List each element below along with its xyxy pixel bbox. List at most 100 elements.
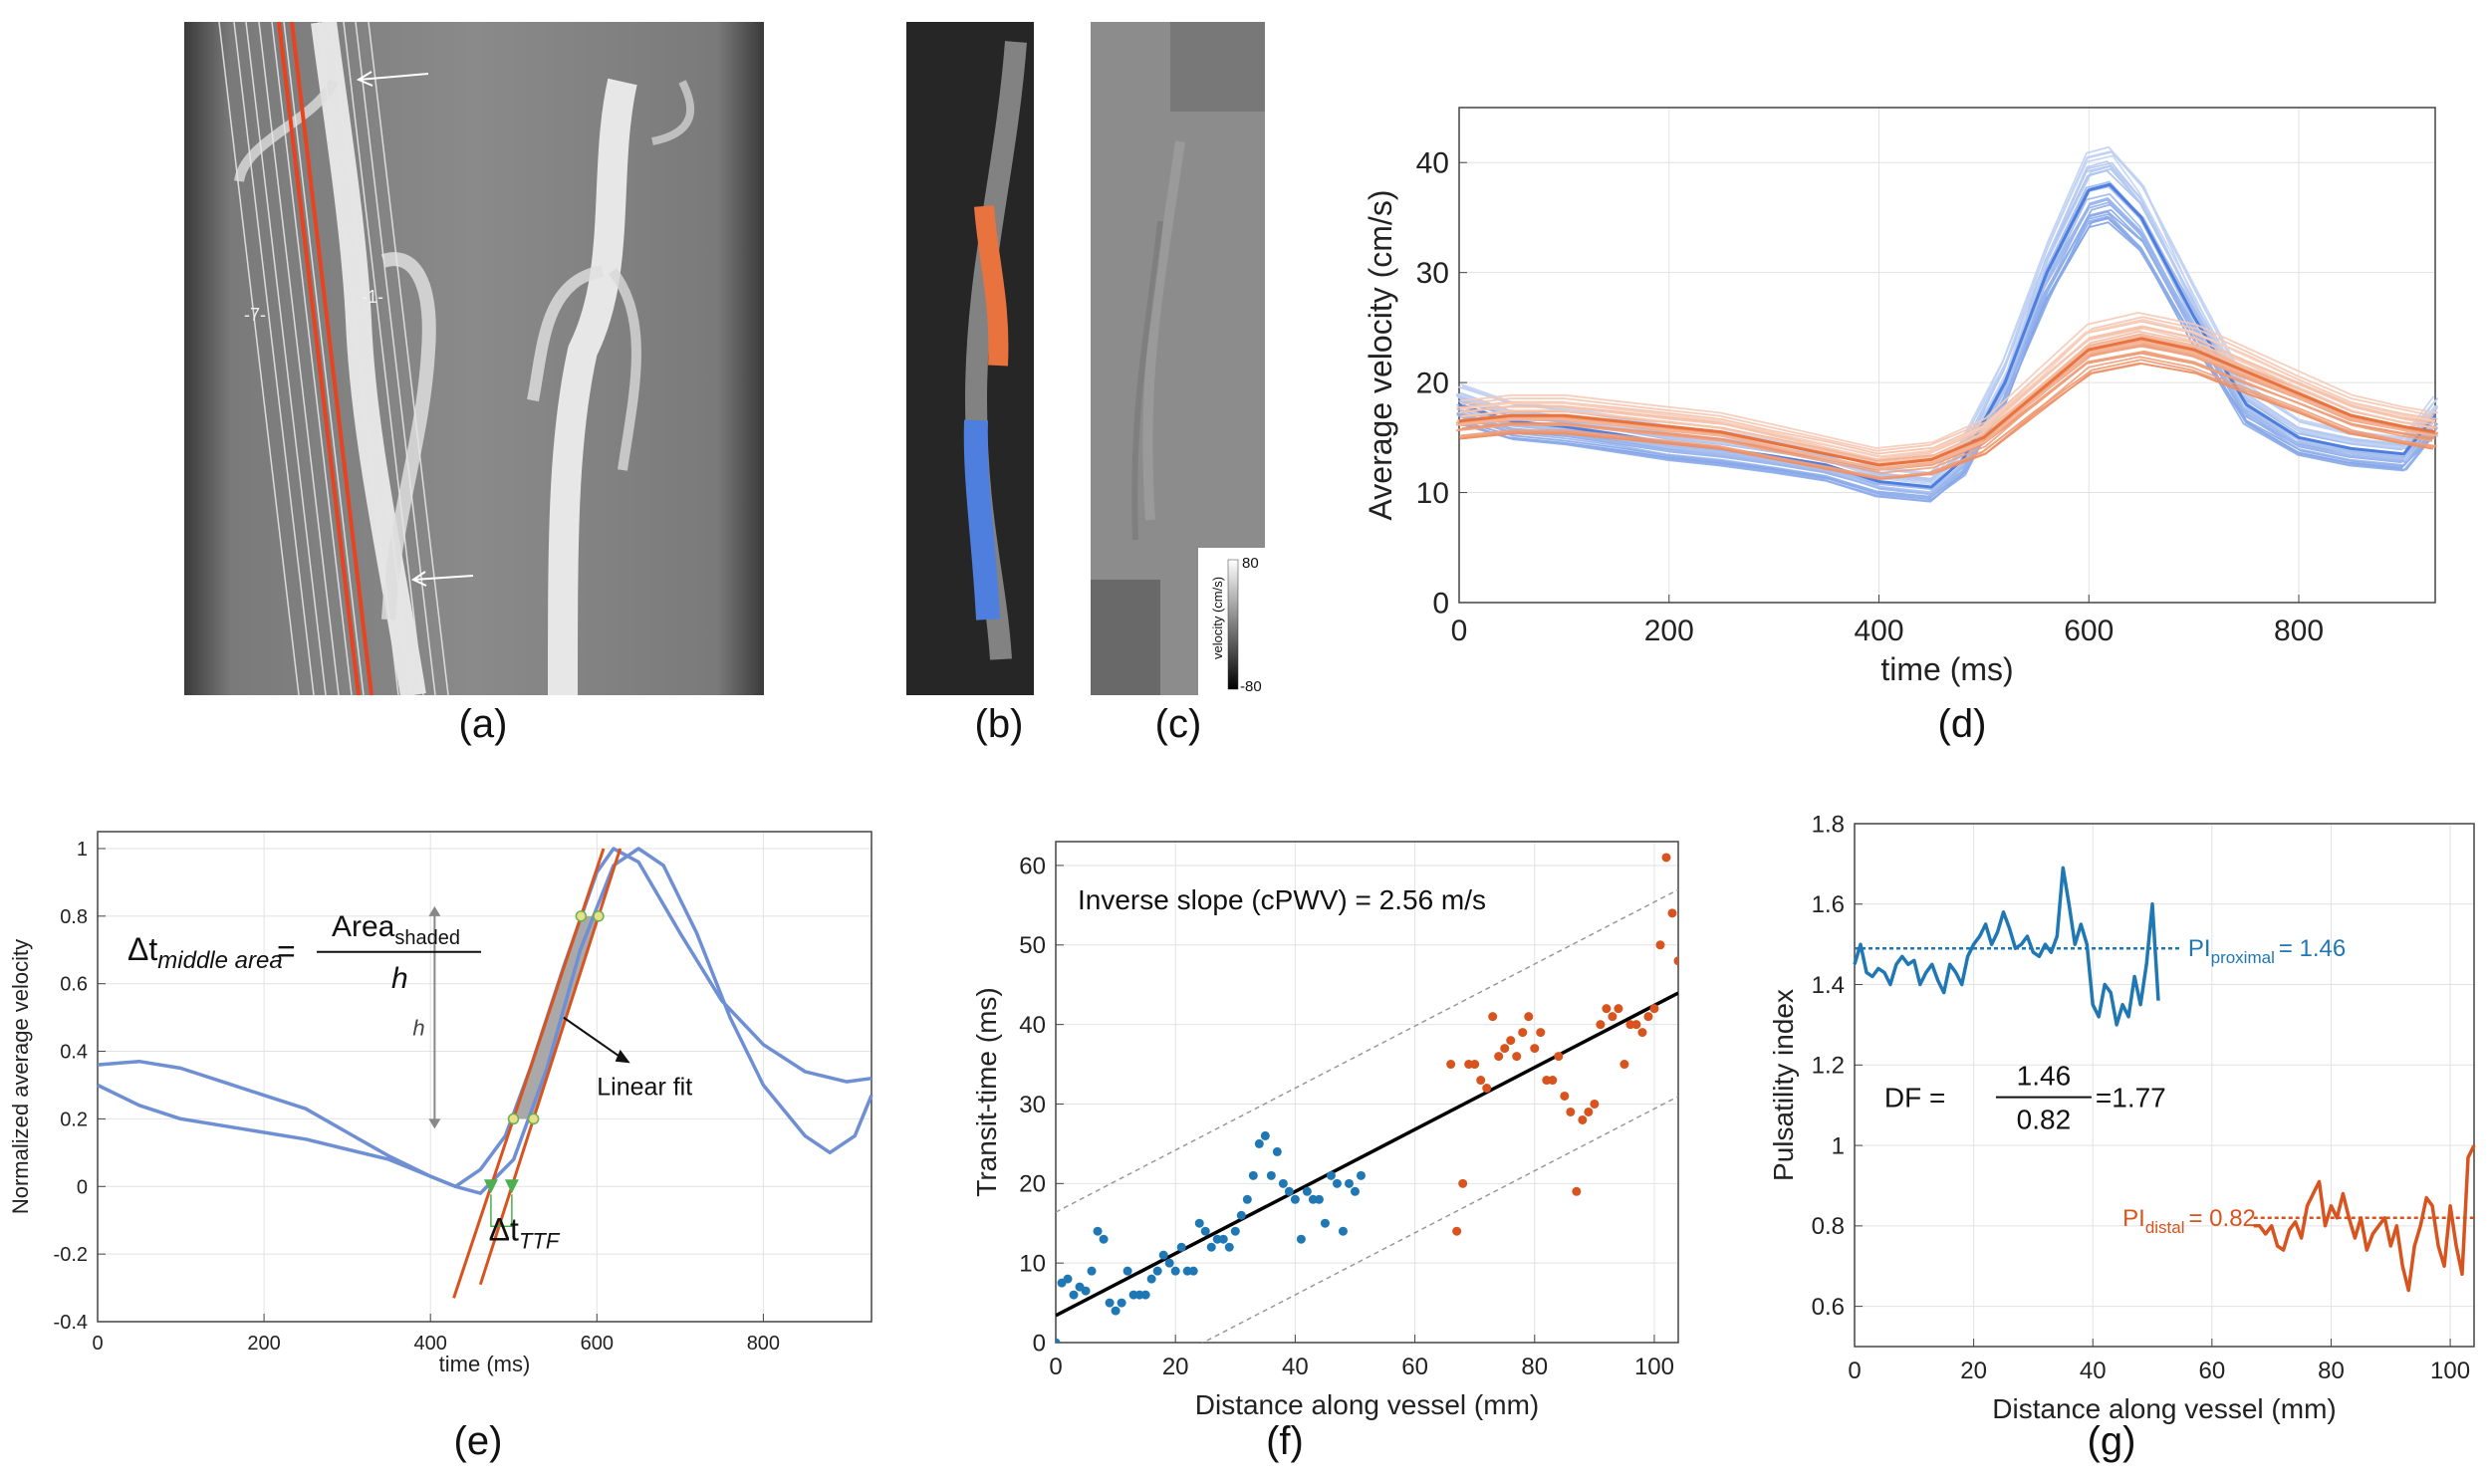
- point-proximal: [1260, 1130, 1270, 1140]
- x-tick-label: 60: [1401, 1354, 1428, 1380]
- x-tick-label: 400: [414, 1333, 447, 1355]
- y-tick-label: 0.2: [60, 1109, 88, 1130]
- point-proximal: [1296, 1234, 1306, 1244]
- point-proximal: [1242, 1194, 1252, 1204]
- point-proximal: [1290, 1194, 1300, 1204]
- point-distal: [1608, 1012, 1618, 1022]
- point-proximal: [1069, 1290, 1079, 1300]
- point-distal: [1584, 1107, 1594, 1116]
- point-distal: [1566, 1107, 1576, 1116]
- x-tick-label: 40: [1282, 1354, 1309, 1380]
- confidence-band-line: [1201, 1096, 1678, 1343]
- series-curve_2: [97, 847, 873, 1195]
- point-distal: [1596, 1020, 1606, 1030]
- point-proximal: [1338, 1226, 1348, 1236]
- plot-frame: [97, 831, 872, 1323]
- point-proximal: [1320, 1218, 1330, 1228]
- point-distal: [1452, 1226, 1462, 1236]
- series-curve_1: [97, 847, 872, 1189]
- point-proximal: [1105, 1298, 1115, 1308]
- plot-frame: [1055, 841, 1679, 1344]
- slope-annotation: Inverse slope (cPWV) = 2.56 m/s: [1078, 884, 1486, 915]
- point-proximal: [1266, 1170, 1276, 1180]
- point-distal: [1643, 1012, 1653, 1022]
- x-tick-label: 20: [1162, 1354, 1189, 1380]
- ttf-marker-icon: [504, 1179, 519, 1194]
- y-tick-label: 1.4: [1812, 972, 1845, 999]
- df-numerator: 1.46: [2017, 1061, 2072, 1092]
- linear-fit-arrow-head-icon: [615, 1049, 630, 1064]
- plot-frame: [1458, 107, 2436, 604]
- point-proximal: [1278, 1178, 1288, 1188]
- point-proximal: [1284, 1186, 1294, 1196]
- chart-f: 0 20 40 60 80 100 0 10 20 30 40 50 60 Distance along …: [971, 841, 1679, 1420]
- point-distal: [1500, 1044, 1510, 1054]
- x-axis-label: Distance along vessel (mm): [1195, 1389, 1539, 1420]
- x-tick-label: 20: [1960, 1358, 1987, 1384]
- y-tick-label: -0.4: [54, 1312, 88, 1334]
- x-tick-label: 40: [2080, 1358, 2107, 1384]
- panel-label-a: (a): [458, 702, 508, 746]
- marker-point: [593, 910, 605, 922]
- image-b: [906, 22, 1034, 695]
- point-proximal: [1350, 1186, 1360, 1196]
- point-distal: [1637, 1028, 1647, 1038]
- point-proximal: [1056, 1338, 1061, 1343]
- series-distal-line: [1459, 362, 2434, 481]
- y-tick-label: 0: [77, 1176, 88, 1198]
- point-proximal: [1344, 1178, 1354, 1188]
- point-proximal: [1122, 1266, 1132, 1276]
- series-distal-line: [1460, 327, 2434, 465]
- y-tick-label: 20: [1019, 1171, 1046, 1198]
- h-arrow-up-icon: [428, 905, 441, 916]
- point-distal: [1518, 1028, 1528, 1038]
- h-arrow-down-icon: [428, 1118, 441, 1129]
- point-distal: [1619, 1060, 1629, 1070]
- y-tick-label: 1.2: [1812, 1053, 1845, 1080]
- x-tick-label: 0: [1049, 1354, 1062, 1380]
- point-proximal: [1176, 1242, 1186, 1252]
- ttf-marker-icon: [483, 1179, 498, 1194]
- point-proximal: [1248, 1170, 1258, 1180]
- point-proximal: [1236, 1210, 1246, 1220]
- chart-g: 0 20 40 60 80 100 0.6 0.8 1 1.2 1.4 1.6 1.8 Distance …: [1768, 812, 2476, 1424]
- y-axis-label: Average velocity (cm/s): [1363, 190, 1398, 521]
- y-tick-label: 1.8: [1812, 812, 1845, 838]
- point-distal: [1590, 1099, 1600, 1109]
- point-distal: [1470, 1060, 1480, 1070]
- marker-point: [507, 1113, 520, 1125]
- panel-label-f: (f): [1266, 1419, 1304, 1463]
- formula-lhs: Δtmiddle area: [127, 931, 283, 974]
- series-distal-line: [1459, 318, 2436, 458]
- point-proximal: [1272, 1146, 1282, 1156]
- formula-numerator-sub: shaded: [394, 927, 460, 949]
- marker-point: [527, 1113, 540, 1125]
- point-distal: [1548, 1076, 1558, 1086]
- point-proximal: [1093, 1226, 1103, 1236]
- series-distal-mean: [1458, 337, 2436, 467]
- dt-ttf-sub: TTF: [519, 1229, 561, 1254]
- point-distal: [1578, 1114, 1588, 1124]
- image-c: 80 -80 velocity (cm/s): [1091, 22, 1265, 695]
- y-tick-label: 40: [1019, 1012, 1046, 1039]
- colorbar-label: velocity (cm/s): [1210, 577, 1225, 659]
- y-tick-label: 0.8: [60, 906, 88, 928]
- x-tick-label: 200: [1644, 615, 1694, 647]
- axes: 0 200 400 600 800 0 10 20 30 40 time (ms) Average v…: [1363, 107, 2436, 687]
- axes: 0 200 400 600 800 -0.4 -0.2 0 0.2 0.4 0.6 0.8 1 time …: [8, 831, 872, 1376]
- pi-distal-value: = 0.82: [2189, 1205, 2256, 1232]
- y-axis-label: Normalized average velocity: [8, 939, 33, 1214]
- colorbar-max: 80: [1242, 555, 1259, 572]
- point-proximal: [1063, 1274, 1073, 1284]
- df-result: =1.77: [2096, 1083, 2166, 1113]
- image-a: -7- -1-: [184, 22, 764, 695]
- y-axis-label: Transit-time (ms): [971, 987, 1002, 1197]
- panel-label-g: (g): [2087, 1419, 2136, 1463]
- series-distal-line: [1456, 340, 2438, 471]
- panel-label-b: (b): [974, 702, 1024, 746]
- regression-line: [1056, 991, 1678, 1318]
- phase-image: 80 -80 velocity (cm/s): [1091, 22, 1265, 695]
- y-tick-label: 1.6: [1812, 891, 1845, 918]
- y-tick-label: 0: [1432, 588, 1449, 620]
- point-distal: [1631, 1020, 1641, 1030]
